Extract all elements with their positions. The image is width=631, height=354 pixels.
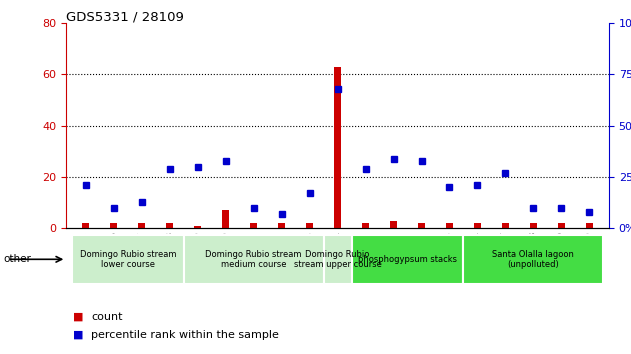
Bar <box>362 223 369 228</box>
Bar <box>138 223 145 228</box>
Text: GDS5331 / 28109: GDS5331 / 28109 <box>66 11 184 24</box>
Bar <box>530 223 537 228</box>
FancyBboxPatch shape <box>463 235 603 284</box>
Bar <box>194 226 201 228</box>
Text: other: other <box>3 254 31 264</box>
Text: Domingo Rubio
stream upper course: Domingo Rubio stream upper course <box>293 250 382 269</box>
Bar <box>82 223 90 228</box>
FancyBboxPatch shape <box>184 235 324 284</box>
Bar <box>110 223 117 228</box>
Text: count: count <box>91 312 123 322</box>
Text: ■: ■ <box>73 330 83 339</box>
Text: phosphogypsum stacks: phosphogypsum stacks <box>358 255 457 264</box>
Bar <box>222 210 229 228</box>
Text: Domingo Rubio stream
medium course: Domingo Rubio stream medium course <box>206 250 302 269</box>
Bar <box>586 223 593 228</box>
Bar <box>474 223 481 228</box>
FancyBboxPatch shape <box>324 235 351 284</box>
Text: percentile rank within the sample: percentile rank within the sample <box>91 330 280 339</box>
Bar <box>558 223 565 228</box>
Bar <box>418 223 425 228</box>
Text: Domingo Rubio stream
lower course: Domingo Rubio stream lower course <box>80 250 176 269</box>
Bar <box>306 223 313 228</box>
Bar <box>446 223 453 228</box>
Bar <box>250 223 257 228</box>
Bar <box>390 221 397 228</box>
Bar <box>166 223 174 228</box>
FancyBboxPatch shape <box>72 235 184 284</box>
Bar <box>278 223 285 228</box>
FancyBboxPatch shape <box>351 235 463 284</box>
Text: Santa Olalla lagoon
(unpolluted): Santa Olalla lagoon (unpolluted) <box>492 250 574 269</box>
Bar <box>502 223 509 228</box>
Text: ■: ■ <box>73 312 83 322</box>
Bar <box>334 67 341 228</box>
